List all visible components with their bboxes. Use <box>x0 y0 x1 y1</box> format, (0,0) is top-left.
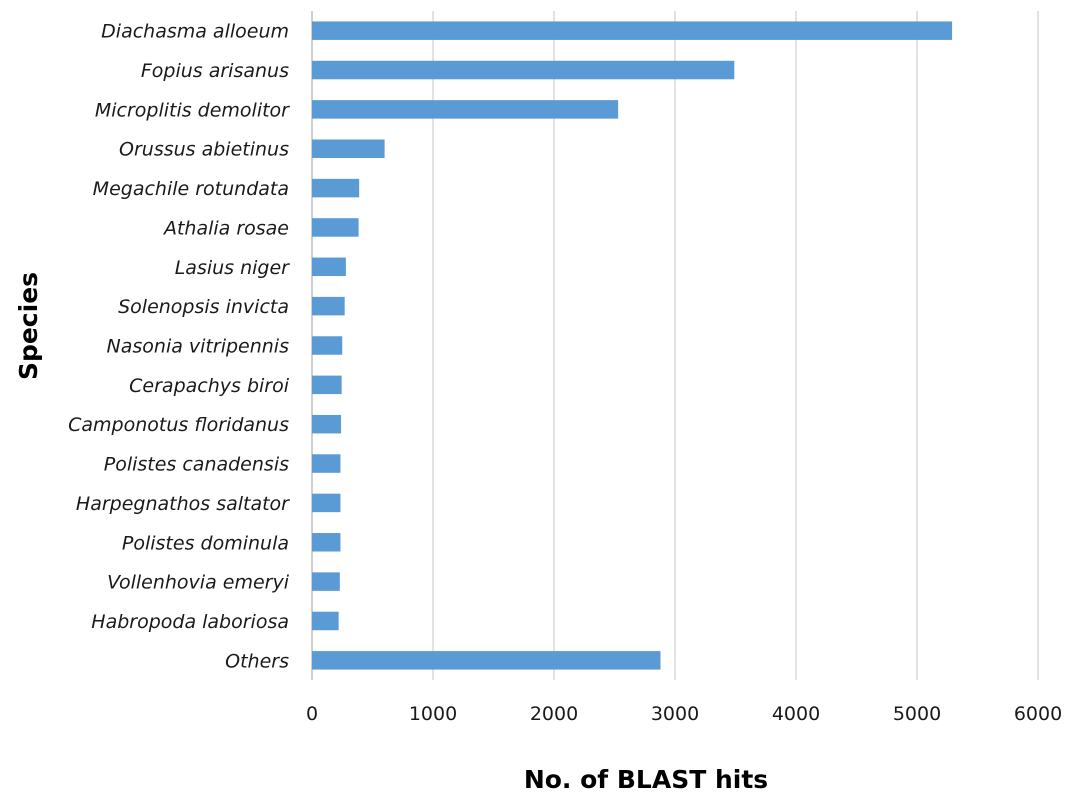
category-labels: Diachasma alloeum Fopius arisanus Micropli… <box>68 21 290 673</box>
category-label: Polistes dominula <box>122 532 289 554</box>
bar <box>312 454 341 473</box>
category-label: Camponotus floridanus <box>68 414 289 436</box>
category-label: Megachile rotundata <box>93 178 289 200</box>
x-tick-label: 2000 <box>530 703 578 725</box>
bar <box>312 414 342 434</box>
category-label: Microplitis demolitor <box>95 99 290 121</box>
category-label: Habropoda laboriosa <box>91 611 289 633</box>
bar <box>312 178 360 198</box>
bars <box>312 21 953 670</box>
category-label: Athalia rosae <box>162 217 289 239</box>
category-label: Nasonia vitripennis <box>107 336 290 358</box>
gridlines <box>311 11 1039 680</box>
category-label: Polistes canadensis <box>104 454 289 476</box>
category-label: Fopius arisanus <box>141 60 289 82</box>
x-tick-label: 3000 <box>651 703 699 725</box>
category-label: Orussus abietinus <box>119 139 289 161</box>
bar <box>312 257 346 277</box>
bar <box>312 375 342 395</box>
bar <box>312 296 345 316</box>
category-label: Others <box>225 650 289 672</box>
bar <box>312 218 359 237</box>
x-tick-label: 1000 <box>409 703 457 725</box>
bar <box>312 21 953 40</box>
bar <box>312 651 661 670</box>
bar <box>312 139 385 158</box>
category-label: Harpegnathos saltator <box>76 493 290 515</box>
y-axis-title: Species <box>14 272 43 380</box>
category-label: Diachasma alloeum <box>101 21 289 43</box>
bar <box>312 100 619 119</box>
x-tick-label: 5000 <box>893 703 941 725</box>
category-label: Lasius niger <box>175 257 290 279</box>
category-label: Cerapachys biroi <box>129 375 290 397</box>
bar <box>312 611 339 631</box>
x-axis-title: No. of BLAST hits <box>524 765 768 792</box>
x-tick-label: 0 <box>306 703 318 725</box>
bar <box>312 533 341 552</box>
category-label: Solenopsis invicta <box>118 296 289 318</box>
category-label: Vollenhovia emeryi <box>107 572 290 594</box>
bar <box>312 60 735 80</box>
x-tick-label: 6000 <box>1014 703 1062 725</box>
x-tick-label: 4000 <box>772 703 820 725</box>
x-tick-labels: 0 1000 2000 3000 4000 5000 6000 <box>306 703 1062 725</box>
bar <box>312 336 343 355</box>
bar <box>312 493 341 513</box>
bar <box>312 572 340 591</box>
